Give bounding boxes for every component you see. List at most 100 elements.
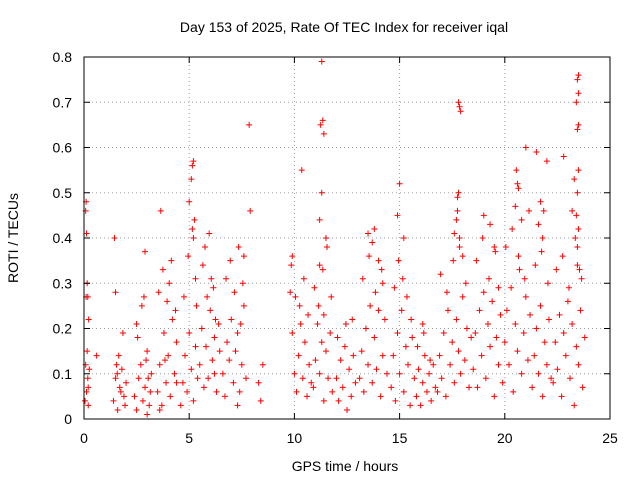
data-point	[398, 307, 405, 314]
data-point	[144, 348, 151, 355]
data-point	[316, 216, 323, 223]
data-point	[442, 393, 449, 400]
data-point	[165, 352, 172, 359]
y-axis-label: ROTI / TECUs	[5, 193, 21, 283]
data-point	[93, 352, 100, 359]
data-point	[142, 384, 149, 391]
data-point	[512, 320, 519, 327]
data-point	[456, 244, 463, 251]
data-point	[328, 293, 335, 300]
data-point	[552, 339, 559, 346]
data-point	[455, 189, 462, 196]
data-point	[403, 293, 410, 300]
data-point	[335, 397, 342, 404]
data-point	[489, 298, 496, 305]
data-point	[574, 126, 581, 133]
data-point	[508, 284, 515, 291]
data-point	[515, 253, 522, 260]
data-point	[578, 275, 585, 282]
data-point	[408, 316, 415, 323]
data-point	[112, 375, 119, 382]
data-point	[579, 384, 586, 391]
data-point	[82, 397, 89, 404]
data-point	[560, 330, 567, 337]
data-point	[156, 406, 163, 413]
data-point	[295, 352, 302, 359]
data-point	[192, 343, 199, 350]
data-point	[227, 257, 234, 264]
x-tick-label: 10	[287, 430, 303, 446]
chart-title: Day 153 of 2025, Rate Of TEC Index for r…	[180, 19, 508, 35]
data-point	[375, 257, 382, 264]
data-point	[145, 375, 152, 382]
data-point	[234, 402, 241, 409]
data-point	[172, 307, 179, 314]
data-point	[495, 361, 502, 368]
data-point	[539, 393, 546, 400]
data-point	[188, 366, 195, 373]
data-point	[414, 343, 421, 350]
data-point	[115, 352, 122, 359]
data-point	[346, 366, 353, 373]
data-point	[447, 361, 454, 368]
data-point	[371, 225, 378, 232]
data-point	[362, 325, 369, 332]
data-point	[116, 384, 123, 391]
data-point	[167, 393, 174, 400]
data-point	[234, 330, 241, 337]
data-point	[177, 402, 184, 409]
data-point	[160, 330, 167, 337]
data-point	[320, 130, 327, 137]
data-point	[365, 230, 372, 237]
plot-frame	[83, 56, 611, 420]
data-point	[437, 271, 444, 278]
data-point	[320, 397, 327, 404]
data-point	[85, 316, 92, 323]
data-point	[491, 393, 498, 400]
data-point	[199, 262, 206, 269]
data-point	[333, 375, 340, 382]
data-point	[522, 144, 529, 151]
data-point	[537, 302, 544, 309]
data-point	[113, 361, 120, 368]
data-point	[535, 221, 542, 228]
data-point	[208, 275, 215, 282]
data-point	[369, 239, 376, 246]
data-point	[531, 352, 538, 359]
y-tick-label: 0.1	[53, 366, 73, 382]
data-point	[574, 189, 581, 196]
data-point	[200, 384, 207, 391]
y-tick-label: 0.6	[53, 140, 73, 156]
data-point	[315, 302, 322, 309]
data-point	[366, 253, 373, 260]
data-point	[375, 307, 382, 314]
data-point	[135, 375, 142, 382]
data-point	[535, 370, 542, 377]
data-point	[553, 266, 560, 273]
data-point	[436, 352, 443, 359]
data-point	[198, 325, 205, 332]
data-point	[520, 330, 527, 337]
data-point	[144, 411, 151, 418]
data-point	[486, 275, 493, 282]
data-point	[392, 397, 399, 404]
data-point	[120, 393, 127, 400]
data-point	[231, 289, 238, 296]
data-point	[381, 316, 388, 323]
data-point	[166, 280, 173, 287]
data-point	[156, 361, 163, 368]
data-point	[533, 149, 540, 156]
data-point	[527, 311, 534, 318]
x-tick-label: 25	[602, 430, 618, 446]
data-point	[484, 320, 491, 327]
data-point	[466, 384, 473, 391]
data-point	[487, 343, 494, 350]
data-point	[114, 406, 121, 413]
data-point	[459, 253, 466, 260]
data-point	[540, 207, 547, 214]
data-point	[516, 266, 523, 273]
data-point	[556, 311, 563, 318]
data-point	[190, 158, 197, 165]
data-point	[148, 370, 155, 377]
data-point	[83, 388, 90, 395]
